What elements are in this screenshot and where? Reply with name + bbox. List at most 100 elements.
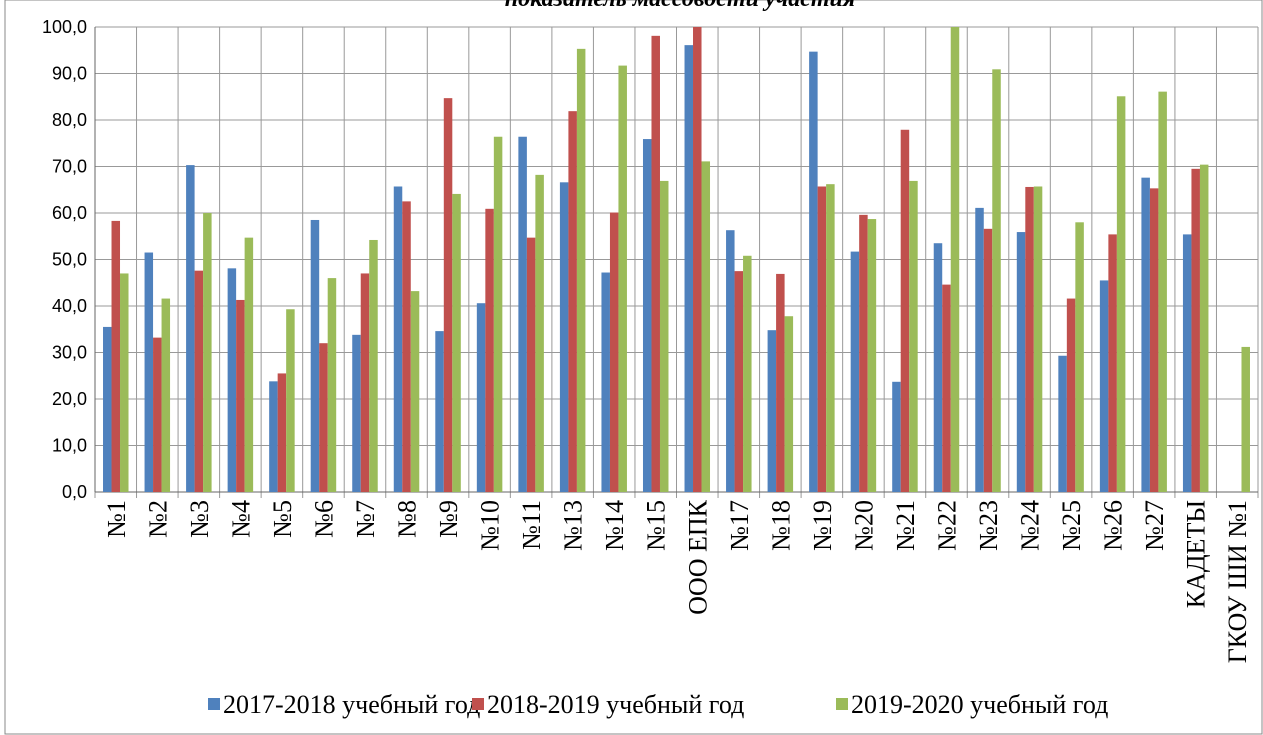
bar	[693, 27, 702, 492]
bar	[559, 182, 569, 492]
bar	[269, 381, 278, 492]
bar	[817, 186, 827, 492]
bar	[892, 381, 901, 492]
bar	[535, 174, 544, 492]
x-tick-label: №25	[1057, 500, 1086, 551]
legend-label: 2018-2019 учебный год	[487, 690, 744, 719]
x-tick-label: №4	[226, 500, 255, 538]
bar	[992, 69, 1001, 492]
x-tick-label: №5	[268, 500, 297, 538]
bar	[850, 251, 860, 492]
bar	[950, 27, 960, 492]
bar	[776, 273, 785, 492]
y-tick-label: 20,0	[52, 389, 87, 409]
bar	[1116, 96, 1126, 492]
bar	[1099, 280, 1109, 492]
x-tick-label: №9	[434, 500, 463, 538]
bar	[900, 129, 910, 492]
bar	[227, 268, 237, 492]
x-tick-label: №19	[808, 500, 837, 551]
x-tick-label: №7	[351, 500, 380, 538]
bar	[659, 180, 669, 493]
bar	[493, 136, 503, 493]
y-tick-label: 30,0	[52, 343, 87, 363]
legend-label: 2017-2018 учебный год	[223, 690, 480, 719]
y-tick-label: 10,0	[52, 436, 87, 456]
bar	[1058, 355, 1067, 492]
y-tick-label: 60,0	[52, 203, 87, 223]
bar	[111, 220, 121, 492]
y-tick-label: 80,0	[52, 110, 87, 130]
bar	[609, 212, 619, 492]
x-tick-label: №27	[1140, 500, 1169, 551]
bar	[809, 51, 818, 493]
bar	[186, 165, 195, 493]
x-tick-label: №18	[766, 500, 795, 551]
x-tick-label: №10	[476, 500, 505, 551]
chart-frame	[4, 0, 1263, 735]
bar	[319, 343, 328, 492]
bar	[1158, 91, 1167, 492]
bar	[153, 337, 162, 492]
y-tick-label: 50,0	[52, 250, 87, 270]
legend-label: 2019-2020 учебный год	[851, 690, 1108, 719]
bar	[393, 186, 403, 492]
x-tick-label: №6	[309, 500, 338, 538]
bar	[194, 270, 204, 492]
x-tick-label: №15	[642, 500, 671, 551]
x-tick-label: №26	[1099, 500, 1128, 551]
legend-swatch	[472, 698, 484, 710]
bar	[526, 237, 536, 492]
bar	[1033, 186, 1043, 492]
bar	[975, 207, 984, 492]
x-tick-label: №13	[559, 500, 588, 551]
bar	[983, 228, 993, 492]
bar	[734, 271, 744, 492]
x-tick-label: №3	[185, 500, 214, 538]
bar	[443, 98, 453, 493]
bar	[1199, 164, 1209, 492]
bar	[909, 180, 918, 493]
x-tick-label: ГКОУ ШИ №1	[1223, 500, 1252, 663]
y-tick-label: 40,0	[52, 296, 87, 316]
bar	[161, 298, 171, 492]
bar	[476, 303, 486, 492]
bar	[1241, 346, 1250, 492]
bar	[1016, 232, 1026, 492]
bar	[485, 208, 494, 492]
bar	[568, 111, 577, 492]
bar	[1066, 298, 1076, 492]
bar	[452, 193, 461, 492]
x-tick-label: №23	[974, 500, 1003, 551]
bar	[352, 334, 361, 492]
y-tick-label: 100,0	[42, 17, 87, 37]
bar	[244, 237, 254, 492]
bar	[286, 309, 295, 492]
x-tick-label: №22	[932, 500, 961, 551]
bar	[618, 65, 627, 492]
y-tick-label: 90,0	[52, 64, 87, 84]
bar	[1108, 234, 1117, 492]
chart-title: показатель массовости участия	[505, 0, 855, 12]
bar	[236, 299, 245, 492]
bar	[277, 373, 287, 492]
bar	[369, 239, 378, 492]
x-tick-label: №24	[1016, 500, 1045, 551]
bar	[576, 48, 586, 492]
bar	[518, 136, 527, 493]
x-tick-label: ООО ЕПК	[683, 499, 712, 614]
legend-swatch	[208, 698, 220, 710]
bar	[1075, 222, 1084, 493]
x-tick-label: КАДЕТЫ	[1182, 500, 1211, 608]
x-tick-label: №21	[891, 500, 920, 551]
bar	[1149, 188, 1159, 493]
bar	[942, 284, 951, 492]
bar	[310, 219, 320, 492]
bar	[1141, 177, 1150, 492]
y-tick-label: 0,0	[62, 482, 87, 502]
bar	[120, 273, 129, 492]
bar	[435, 331, 444, 492]
bar	[402, 201, 411, 492]
